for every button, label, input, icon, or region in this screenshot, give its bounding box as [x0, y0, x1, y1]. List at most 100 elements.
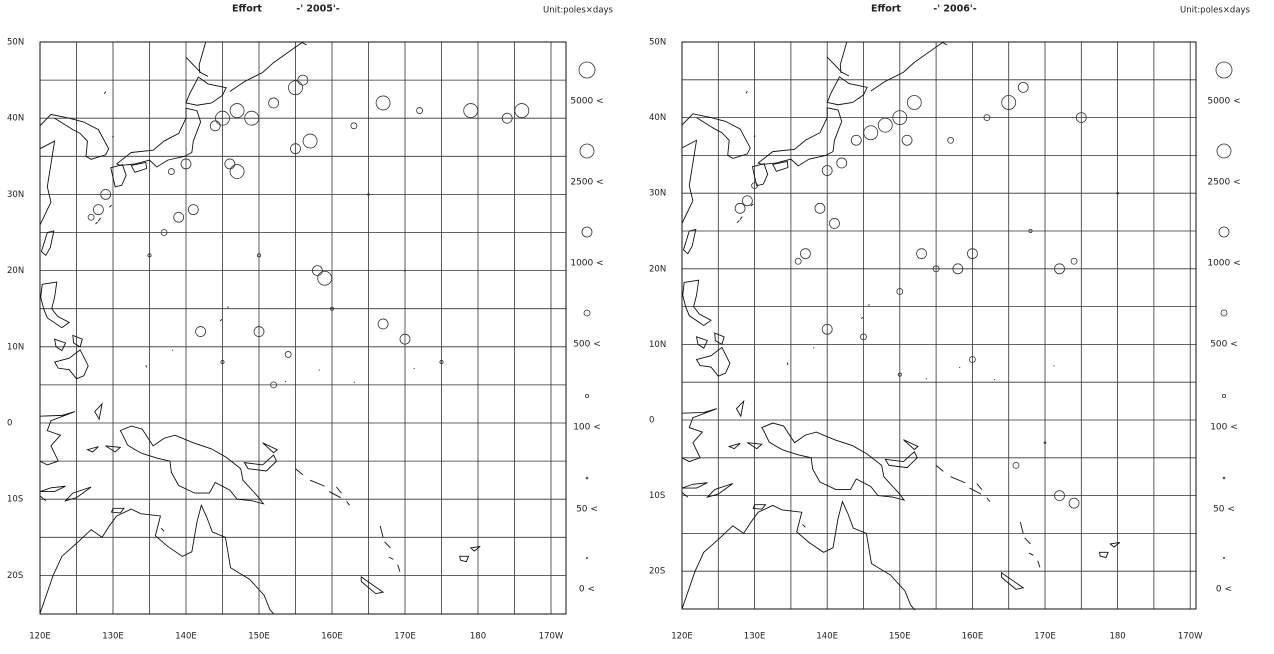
legend-label: 50 <	[576, 505, 598, 515]
effort-bubble	[1017, 81, 1029, 93]
effort-bubble	[297, 74, 309, 86]
legend-symbol	[585, 476, 589, 480]
map-frame	[39, 41, 567, 615]
lon-label: 120E	[671, 632, 693, 642]
lon-label: 170E	[1034, 632, 1056, 642]
effort-bubble	[367, 193, 370, 196]
effort-bubble	[829, 218, 840, 229]
lon-label: 140E	[175, 632, 197, 642]
bubbles	[87, 74, 530, 389]
effort-bubble	[439, 360, 444, 365]
legend-symbol	[585, 393, 590, 398]
coastline-shape	[39, 42, 480, 618]
effort-bubble	[87, 213, 95, 221]
coastline	[39, 42, 480, 618]
lat-label: 10N	[7, 342, 24, 352]
effort-bubble	[1001, 95, 1017, 110]
effort-bubble	[284, 351, 292, 358]
legend-symbol	[1222, 393, 1227, 398]
legend-label: 1000 <	[570, 259, 603, 269]
lat-label: 20S	[649, 567, 665, 577]
lon-label: 140E	[816, 632, 838, 642]
legend-symbol	[1223, 557, 1226, 560]
lat-label: 50N	[7, 38, 24, 48]
legend-label: 5000 <	[1207, 97, 1240, 107]
effort-bubble	[147, 253, 152, 258]
panel-period: -' 2006'-	[933, 4, 977, 15]
effort-bubble	[229, 164, 245, 179]
effort-bubble	[947, 136, 955, 144]
effort-bubble	[350, 122, 358, 130]
legend-label: 100 <	[573, 423, 601, 433]
effort-bubble	[229, 103, 245, 118]
lat-label: 20S	[7, 571, 23, 581]
map-panel: Effort -' 2005'- Unit:poles×days 50N 40N 30N 2…	[7, 4, 614, 642]
coastline-shape	[681, 42, 1120, 614]
legend-label: 0 <	[579, 585, 595, 595]
effort-bubble	[375, 95, 391, 111]
effort-bubble	[93, 204, 104, 216]
effort-bubble	[215, 110, 230, 126]
effort-bubble	[896, 288, 904, 295]
effort-bubble	[288, 80, 303, 96]
panel-period: -' 2005'-	[296, 4, 340, 15]
legend-symbol	[581, 226, 593, 238]
effort-bubble	[1054, 263, 1065, 275]
effort-bubble	[160, 229, 168, 236]
effort-bubble	[1075, 112, 1087, 123]
lat-label: 50N	[649, 38, 666, 48]
lon-label: 150E	[889, 632, 911, 642]
effort-bubble	[901, 134, 913, 146]
legend-symbol	[1218, 226, 1230, 238]
lon-label: 170W	[539, 632, 564, 642]
unit-label: Unit:poles×days	[543, 6, 614, 16]
effort-bubble	[1012, 461, 1020, 469]
legend-label: 2500 <	[1207, 178, 1240, 188]
effort-bubble	[836, 157, 848, 169]
effort-bubble	[1054, 490, 1065, 502]
effort-bubble	[906, 95, 922, 110]
effort-bubble	[821, 323, 833, 335]
coastline	[681, 42, 1120, 614]
legend-label: 0 <	[1216, 585, 1232, 595]
legend-label: 5000 <	[570, 97, 603, 107]
legend-label: 500 <	[573, 340, 601, 350]
effort-bubble	[967, 248, 978, 260]
effort-bubble	[821, 165, 833, 176]
lon-label: 160E	[962, 632, 984, 642]
effort-bubble	[416, 107, 424, 114]
effort-bubble	[1028, 228, 1033, 233]
effort-bubble	[253, 326, 265, 337]
effort-bubble	[463, 103, 479, 118]
effort-bubble	[167, 168, 175, 175]
effort-bubble	[220, 360, 225, 365]
lon-label: 130E	[744, 632, 766, 642]
lat-label: 30N	[649, 189, 666, 199]
lat-label: 30N	[7, 190, 24, 200]
lat-label: 10S	[649, 491, 665, 501]
lat-label: 40N	[649, 113, 666, 123]
effort-bubble	[514, 103, 530, 118]
legend-label: 2500 <	[570, 178, 603, 188]
lat-label: 20N	[7, 266, 24, 276]
effort-bubble	[952, 263, 964, 275]
lon-label: 150E	[248, 632, 270, 642]
effort-bubble	[317, 270, 333, 286]
legend-symbol	[586, 557, 589, 560]
lat-label: 10N	[649, 340, 666, 350]
effort-bubble	[800, 248, 811, 260]
effort-bubble	[863, 125, 879, 141]
effort-bubble	[897, 372, 902, 377]
effort-bubble	[244, 110, 260, 126]
legend-label: 100 <	[1210, 423, 1238, 433]
effort-bubble	[100, 188, 112, 200]
effort-bubble	[932, 265, 940, 273]
effort-bubble	[187, 204, 199, 216]
lat-label: 40N	[7, 114, 24, 124]
effort-bubble	[403, 269, 406, 272]
effort-bubble	[195, 326, 207, 337]
effort-bubble	[377, 318, 389, 330]
lon-label: 170W	[1178, 632, 1203, 642]
lat-label: 20N	[649, 264, 666, 274]
